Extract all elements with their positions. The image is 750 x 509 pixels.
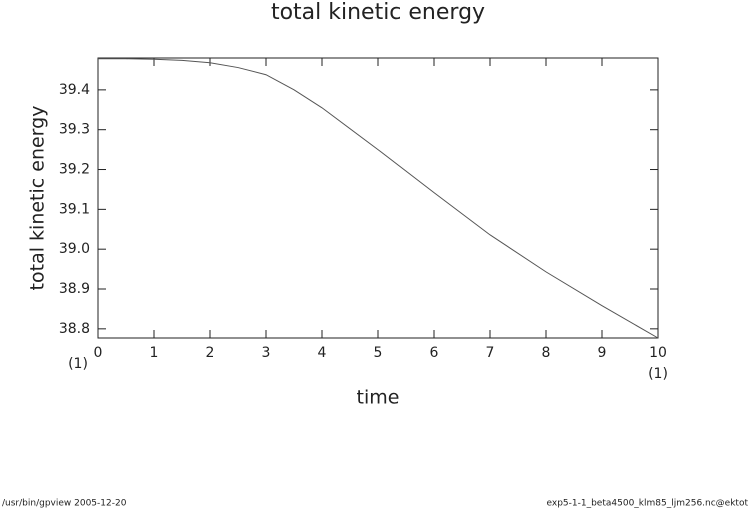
footer-right: exp5-1-1_beta4500_klm85_ljm256.nc@ektot bbox=[547, 499, 749, 509]
y-tick-label: 39.3 bbox=[59, 122, 90, 138]
x-tick-label: 4 bbox=[318, 345, 327, 361]
x-tick-label: 2 bbox=[206, 345, 215, 361]
x-tick-label: 9 bbox=[598, 345, 607, 361]
y-tick-label: 38.8 bbox=[59, 321, 90, 337]
x-tick-label: 0 bbox=[94, 345, 103, 361]
footer-left: /usr/bin/gpview 2005-12-20 bbox=[2, 499, 127, 509]
x-tick-label: 7 bbox=[486, 345, 495, 361]
x-tick-label: 6 bbox=[430, 345, 439, 361]
chart-title: total kinetic energy bbox=[271, 0, 485, 25]
x-scale-note: (1) bbox=[648, 366, 668, 382]
x-tick-label: 5 bbox=[374, 345, 383, 361]
y-tick-label: 39.4 bbox=[59, 82, 90, 98]
x-tick-label: 1 bbox=[150, 345, 159, 361]
x-scale-note: (1) bbox=[68, 356, 88, 372]
x-tick-label: 3 bbox=[262, 345, 271, 361]
line bbox=[98, 58, 659, 339]
y-tick-label: 39.1 bbox=[59, 201, 90, 217]
x-tick-label: 8 bbox=[542, 345, 551, 361]
x-axis-label: time bbox=[357, 387, 400, 409]
y-tick-label: 39.2 bbox=[59, 162, 90, 178]
y-tick-label: 39.0 bbox=[59, 241, 90, 257]
y-tick-label: 38.9 bbox=[59, 281, 90, 297]
plot-frame bbox=[97, 57, 659, 339]
y-axis-label: total kinetic energy bbox=[27, 106, 49, 291]
x-tick-label: 10 bbox=[649, 345, 667, 361]
